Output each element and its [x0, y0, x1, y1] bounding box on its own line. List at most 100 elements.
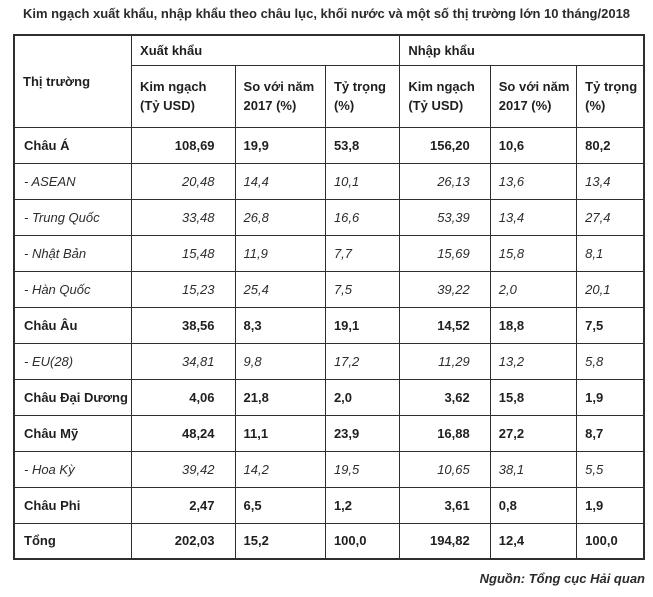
cell-value: 2,47	[131, 486, 236, 524]
cell-value: 14,52	[399, 306, 491, 344]
cell-value: 11,9	[234, 234, 326, 272]
cell-value: 15,8	[489, 378, 578, 416]
cell-value: 15,8	[489, 234, 578, 272]
cell-value: 27,2	[489, 414, 578, 452]
cell-value: 3,61	[399, 486, 491, 524]
cell-value: 7,5	[324, 270, 401, 308]
column-header-export-turnover: Kim ngạch (Tỷ USD)	[131, 64, 236, 128]
table-row: - Hàn Quốc 15,23 25,4 7,5 39,22 2,0 20,1	[13, 270, 645, 308]
cell-value: 100,0	[324, 522, 401, 560]
cell-value: 25,4	[234, 270, 326, 308]
cell-value: 10,6	[489, 126, 578, 164]
cell-value: 15,69	[399, 234, 491, 272]
column-header-import-turnover: Kim ngạch (Tỷ USD)	[399, 64, 491, 128]
trade-table: Thị trường Xuất khẩu Nhập khẩu Kim ngạch…	[13, 34, 645, 560]
column-header-export-vs-2017: So với năm 2017 (%)	[234, 64, 326, 128]
cell-value: 5,5	[576, 450, 645, 488]
table-row: Tổng 202,03 15,2 100,0 194,82 12,4 100,0	[13, 522, 645, 560]
page-title: Kim ngạch xuất khẩu, nhập khẩu theo châu…	[22, 6, 631, 21]
cell-value: 13,4	[489, 198, 578, 236]
cell-value: 10,65	[399, 450, 491, 488]
cell-value: 20,48	[131, 162, 236, 200]
group-header-import: Nhập khẩu	[399, 34, 645, 66]
cell-value: 12,4	[489, 522, 578, 560]
group-header-export: Xuất khẩu	[131, 34, 401, 66]
table-row: - Nhật Bản 15,48 11,9 7,7 15,69 15,8 8,1	[13, 234, 645, 272]
table-row: Châu Mỹ 48,24 11,1 23,9 16,88 27,2 8,7	[13, 414, 645, 452]
column-header-export-share: Tỷ trọng (%)	[324, 64, 401, 128]
cell-value: 19,1	[324, 306, 401, 344]
cell-value: 4,06	[131, 378, 236, 416]
cell-value: 202,03	[131, 522, 236, 560]
cell-value: 34,81	[131, 342, 236, 380]
cell-value: 0,8	[489, 486, 578, 524]
column-header-market: Thị trường	[13, 34, 133, 128]
table-row: Châu Âu 38,56 8,3 19,1 14,52 18,8 7,5	[13, 306, 645, 344]
row-label: - Nhật Bản	[13, 234, 133, 272]
table-header: Thị trường Xuất khẩu Nhập khẩu Kim ngạch…	[13, 34, 645, 128]
cell-value: 39,22	[399, 270, 491, 308]
cell-value: 14,4	[234, 162, 326, 200]
cell-value: 38,56	[131, 306, 236, 344]
table-row: - Hoa Kỳ 39,42 14,2 19,5 10,65 38,1 5,5	[13, 450, 645, 488]
table-row: - Trung Quốc 33,48 26,8 16,6 53,39 13,4 27,4	[13, 198, 645, 236]
cell-value: 18,8	[489, 306, 578, 344]
cell-value: 194,82	[399, 522, 491, 560]
row-label: - ASEAN	[13, 162, 133, 200]
cell-value: 15,48	[131, 234, 236, 272]
row-label: Châu Mỹ	[13, 414, 133, 452]
cell-value: 80,2	[576, 126, 645, 164]
table-row: Châu Đại Dương 4,06 21,8 2,0 3,62 15,8 1,9	[13, 378, 645, 416]
cell-value: 1,2	[324, 486, 401, 524]
cell-value: 100,0	[576, 522, 645, 560]
cell-value: 8,3	[234, 306, 326, 344]
row-label: - Hoa Kỳ	[13, 450, 133, 488]
cell-value: 15,2	[234, 522, 326, 560]
cell-value: 26,8	[234, 198, 326, 236]
table-body: Châu Á 108,69 19,9 53,8 156,20 10,6 80,2- ASEA…	[13, 126, 645, 560]
column-header-import-vs-2017: So với năm 2017 (%)	[489, 64, 578, 128]
cell-value: 6,5	[234, 486, 326, 524]
cell-value: 21,8	[234, 378, 326, 416]
cell-value: 16,88	[399, 414, 491, 452]
cell-value: 39,42	[131, 450, 236, 488]
cell-value: 53,8	[324, 126, 401, 164]
row-label: Châu Đại Dương	[13, 378, 133, 416]
row-label: Tổng	[13, 522, 133, 560]
row-label: - EU(28)	[13, 342, 133, 380]
cell-value: 17,2	[324, 342, 401, 380]
cell-value: 15,23	[131, 270, 236, 308]
cell-value: 1,9	[576, 486, 645, 524]
cell-value: 20,1	[576, 270, 645, 308]
cell-value: 2,0	[489, 270, 578, 308]
cell-value: 108,69	[131, 126, 236, 164]
row-label: Châu Phi	[13, 486, 133, 524]
cell-value: 2,0	[324, 378, 401, 416]
row-label: Châu Âu	[13, 306, 133, 344]
cell-value: 1,9	[576, 378, 645, 416]
cell-value: 53,39	[399, 198, 491, 236]
cell-value: 11,1	[234, 414, 326, 452]
row-label: - Trung Quốc	[13, 198, 133, 236]
column-header-import-share: Tỷ trọng (%)	[576, 64, 645, 128]
group-header-row: Thị trường Xuất khẩu Nhập khẩu	[13, 34, 645, 128]
cell-value: 27,4	[576, 198, 645, 236]
cell-value: 5,8	[576, 342, 645, 380]
cell-value: 7,5	[576, 306, 645, 344]
cell-value: 11,29	[399, 342, 491, 380]
source-note: Nguồn: Tổng cục Hải quan	[479, 571, 645, 586]
table-row: - ASEAN 20,48 14,4 10,1 26,13 13,6 13,4	[13, 162, 645, 200]
cell-value: 8,7	[576, 414, 645, 452]
cell-value: 13,6	[489, 162, 578, 200]
cell-value: 19,9	[234, 126, 326, 164]
row-label: - Hàn Quốc	[13, 270, 133, 308]
cell-value: 48,24	[131, 414, 236, 452]
cell-value: 10,1	[324, 162, 401, 200]
cell-value: 3,62	[399, 378, 491, 416]
table-row: - EU(28) 34,81 9,8 17,2 11,29 13,2 5,8	[13, 342, 645, 380]
cell-value: 8,1	[576, 234, 645, 272]
cell-value: 16,6	[324, 198, 401, 236]
row-label: Châu Á	[13, 126, 133, 164]
cell-value: 19,5	[324, 450, 401, 488]
cell-value: 26,13	[399, 162, 491, 200]
